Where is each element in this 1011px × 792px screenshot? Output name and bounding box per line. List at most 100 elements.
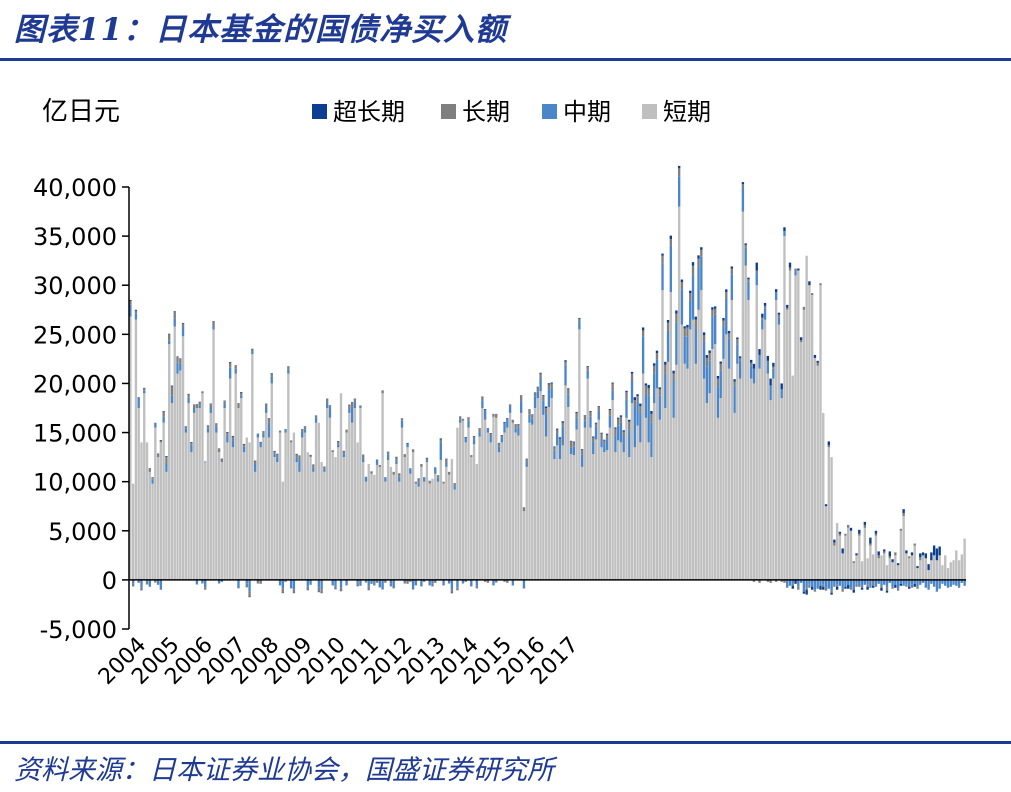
bar-超长期-257 bbox=[841, 548, 844, 554]
bar-超长期-29 bbox=[209, 403, 212, 405]
bar-短期-127 bbox=[481, 408, 484, 580]
bar-长期-220 bbox=[738, 357, 742, 361]
bar-长期-224 bbox=[750, 362, 753, 366]
y-tick-label-8: 0 bbox=[102, 567, 117, 595]
bar-中期-288 bbox=[927, 579, 930, 590]
bar-短期-274 bbox=[888, 558, 891, 580]
bar-长期-145 bbox=[531, 414, 534, 419]
bar-中期-207 bbox=[702, 341, 706, 379]
bar-超长期-20 bbox=[184, 426, 187, 427]
bar-短期-171 bbox=[603, 452, 606, 580]
bar-短期-227 bbox=[758, 368, 761, 580]
bar-超长期-146 bbox=[533, 392, 537, 394]
bar-超长期-195 bbox=[669, 235, 673, 240]
bar-长期-88 bbox=[373, 582, 376, 585]
bar-长期-62 bbox=[301, 429, 304, 432]
bar-短期-247 bbox=[813, 357, 817, 580]
bar-超长期-81 bbox=[353, 398, 357, 400]
bar-中期-171 bbox=[603, 444, 606, 453]
bar-长期-14 bbox=[168, 334, 171, 341]
bar-短期-141 bbox=[519, 412, 523, 580]
bar-中期-64 bbox=[306, 579, 309, 587]
bar-长期-18 bbox=[179, 358, 182, 364]
bar-超长期-130 bbox=[489, 433, 492, 434]
bar-中期-105 bbox=[420, 579, 423, 586]
bar-长期-164 bbox=[583, 415, 587, 421]
bar-中期-92 bbox=[384, 477, 387, 482]
bar-短期-59 bbox=[292, 432, 296, 580]
bar-超长期-64 bbox=[306, 589, 309, 591]
bar-长期-3 bbox=[137, 579, 140, 583]
bar-长期-162 bbox=[578, 318, 581, 322]
bar-短期-11 bbox=[159, 442, 163, 580]
bar-长期-265 bbox=[863, 524, 867, 528]
bar-长期-168 bbox=[594, 423, 598, 427]
bar-短期-147 bbox=[536, 398, 539, 580]
bar-长期-117 bbox=[453, 483, 456, 486]
bar-超长期-52 bbox=[273, 450, 276, 452]
bar-长期-53 bbox=[276, 454, 279, 458]
bar-超长期-285 bbox=[919, 553, 922, 558]
bar-短期-296 bbox=[949, 562, 952, 580]
bar-超长期-3 bbox=[137, 397, 140, 399]
bar-短期-61 bbox=[298, 471, 301, 580]
bar-短期-120 bbox=[461, 420, 465, 580]
bar-中期-151 bbox=[547, 389, 551, 408]
bar-长期-232 bbox=[772, 366, 775, 369]
bar-中期-26 bbox=[201, 579, 204, 583]
bar-超长期-138 bbox=[511, 584, 515, 586]
bar-中期-167 bbox=[592, 441, 595, 455]
bar-短期-174 bbox=[611, 400, 614, 580]
bar-超长期-198 bbox=[677, 165, 681, 169]
bar-中期-220 bbox=[738, 360, 742, 379]
bar-超长期-251 bbox=[824, 504, 828, 507]
bar-超长期-37 bbox=[231, 435, 235, 437]
bar-超长期-32 bbox=[217, 582, 221, 584]
bar-中期-166 bbox=[589, 416, 592, 428]
bar-长期-74 bbox=[334, 586, 337, 589]
bar-短期-39 bbox=[237, 408, 240, 580]
bar-中期-95 bbox=[392, 579, 395, 588]
bar-超长期-187 bbox=[647, 384, 650, 389]
bar-中期-16 bbox=[173, 318, 176, 327]
bar-长期-218 bbox=[733, 381, 736, 386]
bar-中期-277 bbox=[896, 579, 900, 589]
bar-中期-120 bbox=[461, 579, 465, 583]
bar-超长期-170 bbox=[600, 432, 603, 434]
bar-中期-27 bbox=[204, 579, 207, 588]
bar-长期-76 bbox=[339, 587, 343, 591]
bar-中期-185 bbox=[641, 336, 645, 374]
bar-短期-70 bbox=[323, 471, 326, 580]
bar-短期-72 bbox=[328, 417, 332, 580]
bar-长期-11 bbox=[159, 440, 163, 443]
bar-超长期-203 bbox=[691, 262, 695, 266]
bar-中期-203 bbox=[691, 275, 695, 320]
bar-中期-53 bbox=[276, 457, 279, 463]
bar-短期-159 bbox=[569, 454, 573, 580]
bar-中期-45 bbox=[253, 463, 257, 472]
bar-超长期-24 bbox=[195, 583, 199, 585]
bar-中期-99 bbox=[403, 579, 406, 583]
bar-中期-261 bbox=[852, 579, 855, 590]
bar-中期-255 bbox=[835, 579, 839, 585]
bar-超长期-283 bbox=[913, 583, 916, 587]
bar-超长期-38 bbox=[234, 365, 237, 366]
bar-短期-216 bbox=[727, 368, 731, 580]
bar-中期-216 bbox=[727, 338, 731, 369]
bar-短期-33 bbox=[220, 462, 224, 580]
bar-长期-272 bbox=[883, 551, 886, 554]
bar-中期-20 bbox=[184, 428, 187, 433]
bar-中期-96 bbox=[395, 461, 398, 464]
bar-短期-291 bbox=[935, 560, 939, 580]
bar-短期-62 bbox=[301, 437, 304, 580]
bar-超长期-125 bbox=[475, 587, 479, 589]
bar-中期-300 bbox=[960, 579, 964, 583]
bar-超长期-275 bbox=[891, 559, 894, 563]
bar-超长期-154 bbox=[556, 428, 559, 430]
bar-超长期-263 bbox=[858, 529, 861, 534]
bar-长期-125 bbox=[475, 585, 479, 588]
bar-长期-237 bbox=[786, 307, 789, 310]
bar-超长期-9 bbox=[154, 581, 157, 583]
bar-短期-249 bbox=[819, 285, 822, 580]
bar-短期-26 bbox=[201, 393, 204, 580]
